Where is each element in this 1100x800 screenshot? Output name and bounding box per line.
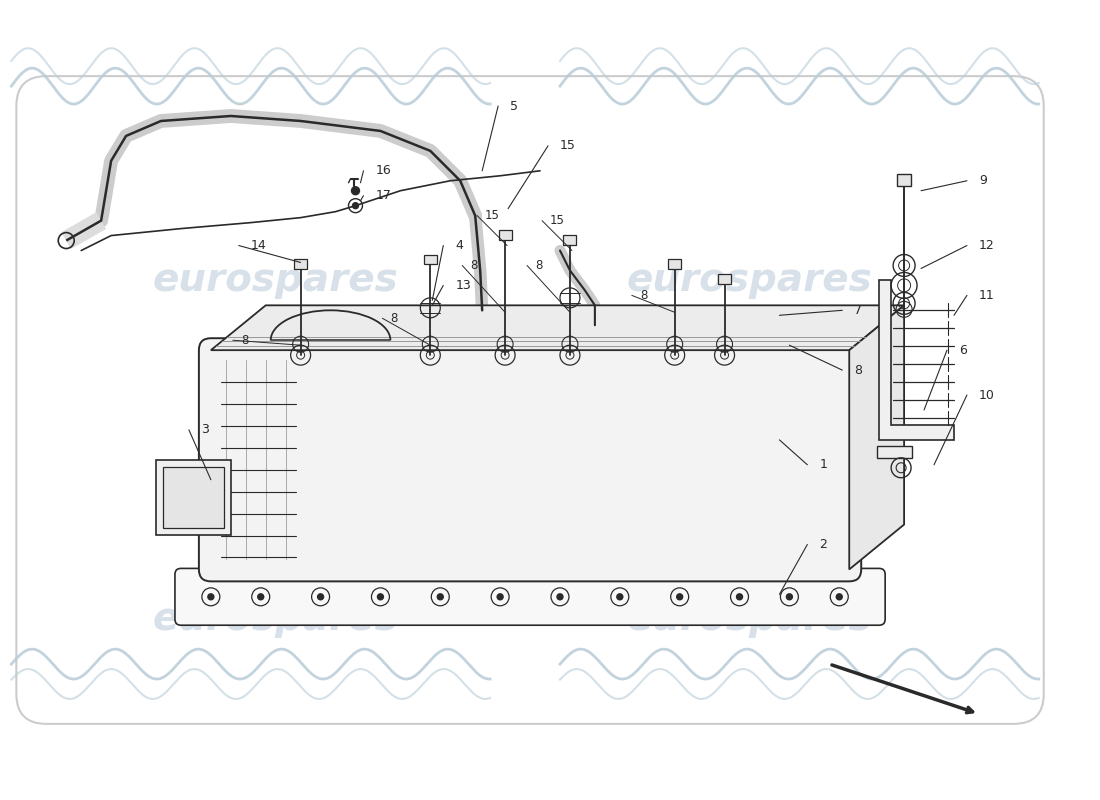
- Bar: [877, 446, 912, 458]
- Text: 15: 15: [560, 139, 575, 152]
- Circle shape: [836, 594, 843, 600]
- Text: 3: 3: [201, 423, 209, 436]
- Circle shape: [352, 186, 360, 194]
- Circle shape: [208, 594, 213, 600]
- Circle shape: [318, 594, 323, 600]
- Text: 8: 8: [640, 289, 647, 302]
- Circle shape: [676, 594, 683, 600]
- Text: 2: 2: [820, 538, 827, 551]
- Text: eurospares: eurospares: [627, 262, 872, 299]
- Bar: [294, 259, 307, 270]
- Text: 16: 16: [375, 164, 392, 178]
- Text: 8: 8: [855, 364, 862, 377]
- Bar: [563, 234, 576, 245]
- Bar: [156, 460, 231, 534]
- Text: 15: 15: [485, 209, 501, 222]
- Text: 4: 4: [455, 239, 463, 252]
- Circle shape: [497, 594, 503, 600]
- Text: 8: 8: [470, 259, 477, 272]
- Circle shape: [377, 594, 384, 600]
- Text: 8: 8: [241, 334, 249, 346]
- Text: 12: 12: [979, 239, 994, 252]
- Text: 6: 6: [959, 344, 967, 357]
- Text: 1: 1: [820, 458, 827, 471]
- Bar: [668, 259, 681, 270]
- FancyBboxPatch shape: [199, 338, 861, 582]
- Polygon shape: [211, 306, 904, 350]
- Text: eurospares: eurospares: [153, 262, 398, 299]
- Polygon shape: [879, 281, 954, 440]
- Polygon shape: [849, 306, 904, 570]
- Circle shape: [257, 594, 264, 600]
- Circle shape: [352, 202, 359, 209]
- Bar: [424, 254, 437, 265]
- Text: 13: 13: [455, 279, 471, 292]
- Text: 7: 7: [855, 304, 862, 317]
- Circle shape: [737, 594, 742, 600]
- Text: 8: 8: [535, 259, 542, 272]
- Text: 8: 8: [390, 312, 398, 325]
- Bar: [718, 274, 732, 285]
- Bar: [898, 174, 911, 186]
- Text: eurospares: eurospares: [627, 600, 872, 638]
- Text: 17: 17: [375, 190, 392, 202]
- Text: 15: 15: [550, 214, 565, 227]
- Text: 11: 11: [979, 289, 994, 302]
- Circle shape: [438, 594, 443, 600]
- Text: eurospares: eurospares: [153, 600, 398, 638]
- Circle shape: [557, 594, 563, 600]
- Circle shape: [786, 594, 792, 600]
- Circle shape: [617, 594, 623, 600]
- Text: 9: 9: [979, 174, 987, 187]
- Text: 5: 5: [510, 99, 518, 113]
- Bar: [498, 230, 512, 239]
- Bar: [163, 466, 223, 527]
- Text: 14: 14: [251, 239, 266, 252]
- Text: 10: 10: [979, 389, 994, 402]
- FancyBboxPatch shape: [175, 569, 886, 626]
